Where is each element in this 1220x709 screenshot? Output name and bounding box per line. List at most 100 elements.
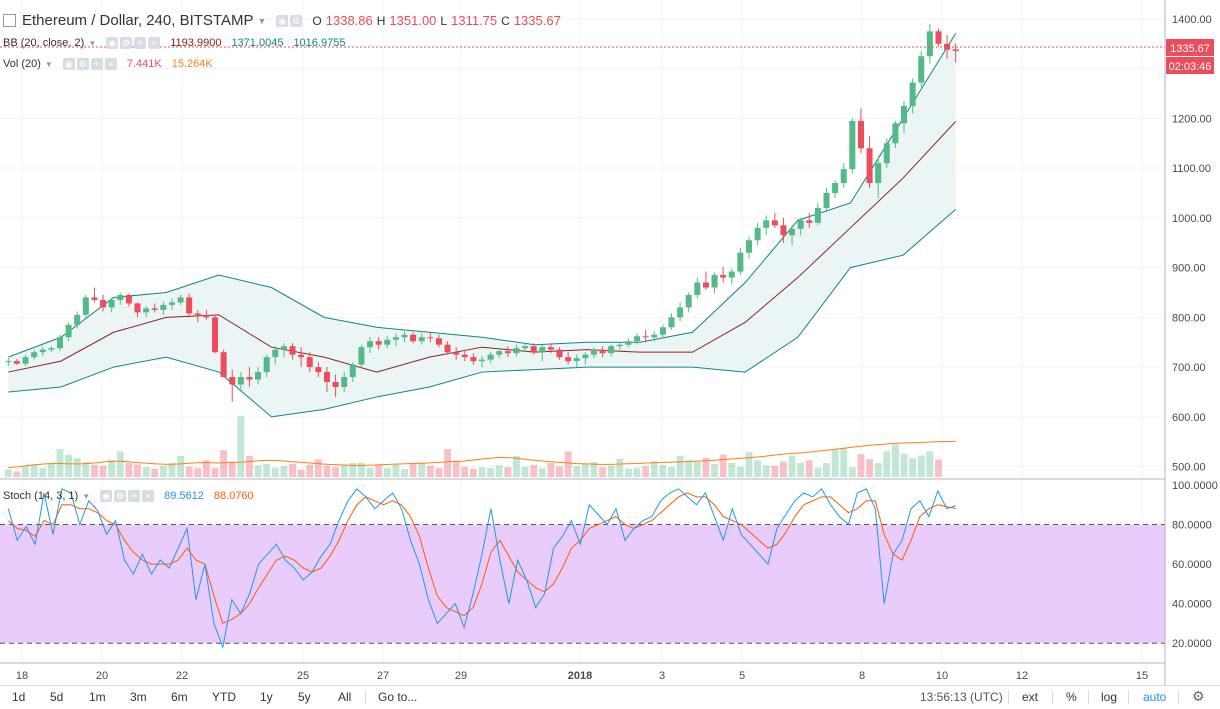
settings-gear-icon[interactable]: ⚙ (1192, 688, 1205, 704)
candle (108, 297, 115, 313)
chart-area[interactable]: 500.00 600.00 700.00 800.00 900.00 1000.00 110… (0, 0, 1220, 685)
range-1d[interactable]: 1d (12, 690, 26, 704)
stoch-icons[interactable]: ◉ ⚙ + × (100, 490, 155, 502)
utc-clock[interactable]: 13:56:13 (UTC) (920, 690, 1003, 704)
candle (315, 362, 322, 378)
volume-bar (573, 465, 581, 477)
range-6m[interactable]: 6m (171, 690, 188, 704)
chevron-down-icon[interactable]: ▼ (44, 59, 53, 69)
stoch-d-line (7, 492, 956, 625)
candle-body (65, 324, 72, 338)
legend-icons[interactable]: ◉ ⚙ (276, 14, 303, 27)
vol-icons[interactable]: ◉ ⚙ + × (62, 58, 117, 70)
candle (470, 353, 477, 365)
candle (504, 346, 511, 358)
price-tick-label: 700.00 (1172, 362, 1206, 374)
candle (668, 313, 675, 330)
candle-body (504, 351, 511, 354)
volume-bar (13, 471, 21, 477)
volume-bar (607, 465, 615, 477)
time-tick-label: 18 (16, 670, 28, 682)
candle (737, 247, 744, 276)
stoch-k-line (7, 488, 956, 650)
candle-body (625, 341, 632, 345)
candle-body (754, 227, 761, 241)
volume-bar (323, 465, 331, 477)
volume-bar (211, 467, 219, 477)
candle (565, 352, 572, 365)
bb-icons[interactable]: ◉ ⚙ + × (106, 37, 161, 49)
volume-bar (599, 467, 607, 477)
candle (840, 163, 847, 189)
candle-body (143, 308, 150, 313)
candle-body (720, 275, 727, 278)
candle (599, 346, 606, 358)
candle (659, 324, 666, 338)
candle-body (694, 282, 701, 295)
time-tick-label: 2018 (568, 670, 592, 682)
range-3m[interactable]: 3m (130, 690, 147, 704)
volume-bar (90, 464, 98, 477)
volume-bar (676, 456, 684, 477)
low-label: L (440, 13, 448, 28)
range-1y[interactable]: 1y (260, 690, 273, 704)
time-tick-label: 27 (377, 670, 389, 682)
volume-bar (409, 463, 417, 477)
candle-body (453, 352, 460, 355)
candle-body (108, 299, 115, 308)
volume-bar (900, 453, 908, 477)
ext-toggle[interactable]: ext (1022, 690, 1039, 704)
range-1m[interactable]: 1m (89, 690, 106, 704)
candle-body (272, 349, 279, 358)
candle-body (823, 193, 830, 208)
volume-bar (254, 465, 262, 477)
candle (522, 344, 529, 353)
range-5d[interactable]: 5d (50, 690, 64, 704)
stoch-tick-label: 60.0000 (1172, 559, 1212, 571)
collapse-icon[interactable] (3, 14, 16, 27)
log-toggle[interactable]: log (1101, 690, 1118, 704)
candle-body (186, 297, 193, 314)
chevron-down-icon[interactable]: ▼ (88, 38, 97, 48)
volume-bar (366, 467, 374, 477)
volume-bar (56, 449, 64, 477)
candle-body (168, 302, 175, 305)
range-all[interactable]: All (338, 690, 352, 704)
candle-body (125, 294, 132, 304)
volume-bar (917, 455, 925, 477)
volume-bar (435, 468, 443, 477)
candle-body (5, 361, 12, 363)
volume-bar (891, 444, 899, 477)
chevron-down-icon[interactable]: ▼ (82, 491, 91, 501)
candle-body (926, 31, 933, 57)
percent-toggle[interactable]: % (1066, 690, 1077, 704)
eye-icon: ◉ (100, 490, 113, 502)
candle (22, 354, 29, 367)
volume-bar (754, 460, 762, 477)
time-tick-label: 3 (659, 670, 665, 682)
candle (901, 100, 908, 134)
candle (763, 215, 770, 236)
candle (780, 217, 787, 243)
volume-bar (82, 461, 90, 477)
stochastic-pane (0, 488, 1165, 650)
volume-bar (547, 463, 555, 477)
range-ytd[interactable]: YTD (212, 690, 236, 704)
goto-button[interactable]: Go to... (378, 690, 418, 704)
add-icon: + (90, 58, 103, 70)
vol-label[interactable]: Vol (20) (3, 58, 41, 70)
chevron-down-icon[interactable]: ▼ (257, 15, 267, 26)
price-tick-label: 1400.00 (1172, 14, 1212, 26)
volume-bar (332, 467, 340, 477)
candle-body (780, 225, 787, 236)
symbol-title[interactable]: Ethereum / Dollar, 240, BITSTAMP (22, 12, 254, 29)
range-5y[interactable]: 5y (298, 690, 311, 704)
price-tick-label: 500.00 (1172, 462, 1206, 474)
auto-toggle[interactable]: auto (1143, 690, 1167, 704)
stoch-label[interactable]: Stoch (14, 3, 1) (3, 490, 79, 502)
toolbar-separator (1178, 690, 1179, 704)
bb-label[interactable]: BB (20, close, 2) (3, 37, 85, 49)
candlesticks[interactable] (5, 23, 959, 402)
axes: 500.00 600.00 700.00 800.00 900.00 1000.00 110… (16, 14, 1218, 682)
candle (151, 303, 158, 313)
